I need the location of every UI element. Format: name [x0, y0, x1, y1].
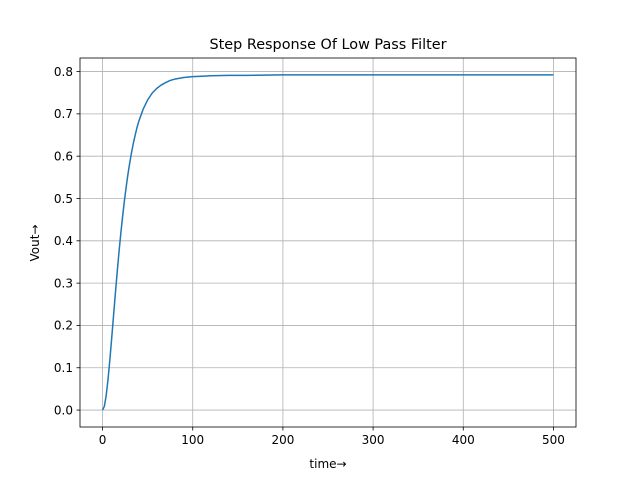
y-tick-label: 0.0: [54, 403, 73, 417]
y-tick-label: 0.8: [54, 65, 73, 79]
x-tick-label: 300: [362, 433, 385, 447]
y-axis-label: Vout→: [28, 225, 42, 262]
x-tick-label: 0: [99, 433, 107, 447]
series-line: [101, 74, 554, 411]
y-tick-label: 0.1: [54, 361, 73, 375]
y-tick-label: 0.4: [54, 234, 73, 248]
chart-title: Step Response Of Low Pass Filter: [210, 37, 447, 53]
series-layer: [101, 74, 554, 411]
y-tick-label: 0.6: [54, 149, 73, 163]
x-tick-label: 200: [271, 433, 294, 447]
x-tick-label: 500: [542, 433, 565, 447]
y-tick-label: 0.3: [54, 276, 73, 290]
y-tick-label: 0.7: [54, 107, 73, 121]
grid: [80, 58, 576, 427]
x-tick-label: 100: [181, 433, 204, 447]
plot-frame: [79, 57, 577, 428]
x-tick-label: 400: [452, 433, 475, 447]
y-tick-label: 0.2: [54, 319, 73, 333]
x-axis-label: time→: [309, 457, 346, 471]
y-tick-label: 0.5: [54, 192, 73, 206]
ticks: 0 100 200 300 400 500 0.0 0.1 0.2 0.3 0.4 0.5 0.6 0.7…: [54, 65, 565, 447]
